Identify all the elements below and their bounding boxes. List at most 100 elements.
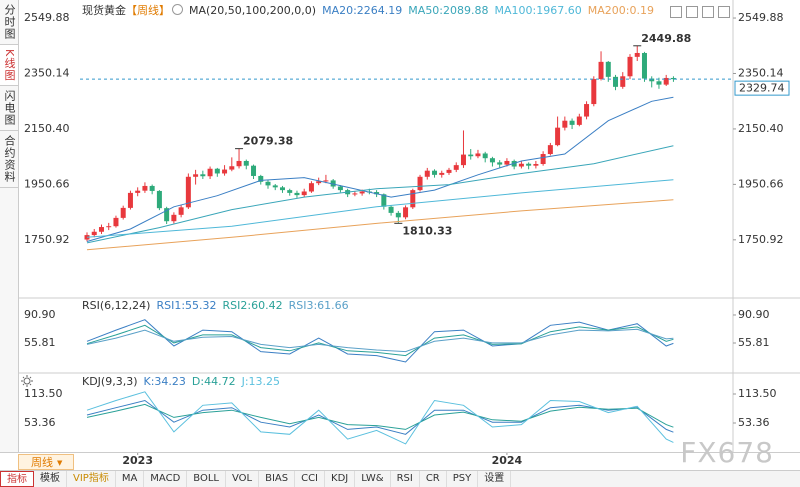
candle-body	[135, 190, 141, 193]
candle-body	[207, 168, 213, 177]
toolbar-item[interactable]: RSI	[391, 471, 420, 487]
candle-body	[598, 61, 604, 80]
toolbar-item[interactable]: 模板	[34, 471, 67, 487]
indicator-line	[86, 96, 674, 242]
toolbar-item[interactable]: 指标	[0, 471, 34, 487]
candle-body	[91, 231, 97, 236]
toolbar-item[interactable]: MA	[116, 471, 145, 487]
candle-body	[308, 183, 314, 192]
candle-body	[149, 185, 155, 191]
candle-body	[576, 116, 582, 125]
y-tick-label: 113.50	[24, 387, 63, 400]
candle-body	[663, 77, 669, 85]
y-tick-label: 90.90	[24, 308, 56, 321]
candle-body	[222, 169, 228, 174]
toolbar-item[interactable]: CR	[420, 471, 447, 487]
x-tick-label: 2024	[492, 454, 523, 467]
candle-body	[649, 78, 655, 82]
candle-body	[446, 169, 452, 173]
candle-body	[569, 120, 575, 125]
toolbar-item[interactable]: VOL	[226, 471, 260, 487]
legend-entry: K:34.23	[143, 375, 186, 388]
candle-body	[352, 193, 358, 195]
indicator-label: KDJ(9,3,3)	[82, 375, 138, 388]
sidebar: 分时图 K线图 闪电图 合约资料	[0, 0, 19, 452]
indicator-line	[86, 403, 674, 430]
candle-body	[98, 227, 104, 232]
candle-body	[265, 181, 271, 186]
candle-body	[193, 174, 199, 177]
candle-body	[497, 162, 503, 165]
watermark: FX678	[680, 436, 774, 469]
candle-body	[84, 235, 90, 240]
indicator-label: RSI(6,12,24)	[82, 299, 151, 312]
toolbar-item[interactable]: BIAS	[259, 471, 296, 487]
sidebar-tab[interactable]: 闪电图	[0, 86, 18, 132]
annotation-label: 1810.33	[402, 224, 452, 237]
candle-body	[214, 168, 220, 174]
candle-body	[127, 192, 133, 208]
y-tick-label: 55.81	[24, 336, 56, 349]
rsi-header: RSI(6,12,24) RSI1:55.32 RSI2:60.42 RSI3:61.…	[82, 299, 355, 312]
candle-body	[417, 176, 423, 191]
toolbar-item[interactable]: 设置	[478, 471, 512, 487]
legend-entry: MA100:1967.60	[494, 4, 582, 17]
last-price-label: 2329.74	[739, 82, 785, 95]
candle-body	[562, 120, 568, 128]
indicator-line	[86, 145, 674, 244]
legend-entry: RSI3:61.66	[288, 299, 349, 312]
candle-body	[424, 170, 430, 177]
y-tick-label: 1750.92	[24, 233, 70, 246]
candle-body	[504, 160, 510, 165]
sun-icon	[21, 375, 33, 387]
annotation-label: 2079.38	[243, 135, 293, 148]
candle-body	[251, 165, 257, 176]
legend-entry: RSI1:55.32	[156, 299, 217, 312]
period-tab[interactable]: 周线	[18, 454, 74, 470]
candle-body	[641, 52, 647, 79]
chart-tools[interactable]	[666, 3, 730, 22]
candle-body	[656, 81, 662, 85]
legend-entry: MA20:2264.19	[322, 4, 403, 17]
candle-body	[272, 185, 278, 188]
candle-body	[287, 190, 293, 193]
candle-body	[627, 56, 633, 77]
candle-body	[229, 166, 235, 170]
candle-body	[337, 186, 343, 191]
y-tick-label: 2549.88	[738, 11, 784, 24]
candle-body	[439, 172, 445, 175]
indicator-line	[86, 199, 674, 251]
legend-entry: RSI2:60.42	[222, 299, 283, 312]
candle-body	[359, 191, 365, 194]
y-tick-label: 113.50	[738, 387, 777, 400]
candle-body	[113, 217, 119, 227]
y-tick-label: 55.81	[738, 336, 770, 349]
candle-body	[142, 185, 148, 191]
toolbar-item[interactable]: PSY	[447, 471, 479, 487]
candle-body	[374, 192, 380, 195]
close-icon[interactable]	[172, 4, 183, 15]
sidebar-tab[interactable]: 分时图	[0, 0, 18, 45]
y-tick-label: 2150.40	[24, 122, 70, 135]
candle-body	[120, 207, 126, 218]
legend-entry: MA200:0.19	[587, 4, 654, 17]
toolbar-item[interactable]: LW&	[355, 471, 391, 487]
indicator-line	[86, 328, 674, 353]
y-tick-label: 53.36	[24, 416, 56, 429]
toolbar: 指标 模板 VIP指标 MA MACD BOLL VOL BIAS CCI KDJ LW& RSI CR…	[0, 470, 800, 487]
toolbar-item[interactable]: BOLL	[187, 471, 226, 487]
instrument-title: 现货黄金	[82, 4, 126, 17]
y-tick-label: 1750.92	[738, 233, 784, 246]
toolbar-item[interactable]: CCI	[295, 471, 326, 487]
y-tick-label: 2150.40	[738, 122, 784, 135]
y-tick-label: 1950.66	[738, 177, 784, 190]
toolbar-item[interactable]: MACD	[144, 471, 188, 487]
candle-body	[156, 190, 162, 209]
candle-body	[258, 175, 264, 182]
toolbar-item[interactable]: VIP指标	[67, 471, 116, 487]
sidebar-tab[interactable]: 合约资料	[0, 131, 18, 189]
toolbar-item[interactable]: KDJ	[325, 471, 356, 487]
sidebar-tab[interactable]: K线图	[0, 45, 18, 87]
